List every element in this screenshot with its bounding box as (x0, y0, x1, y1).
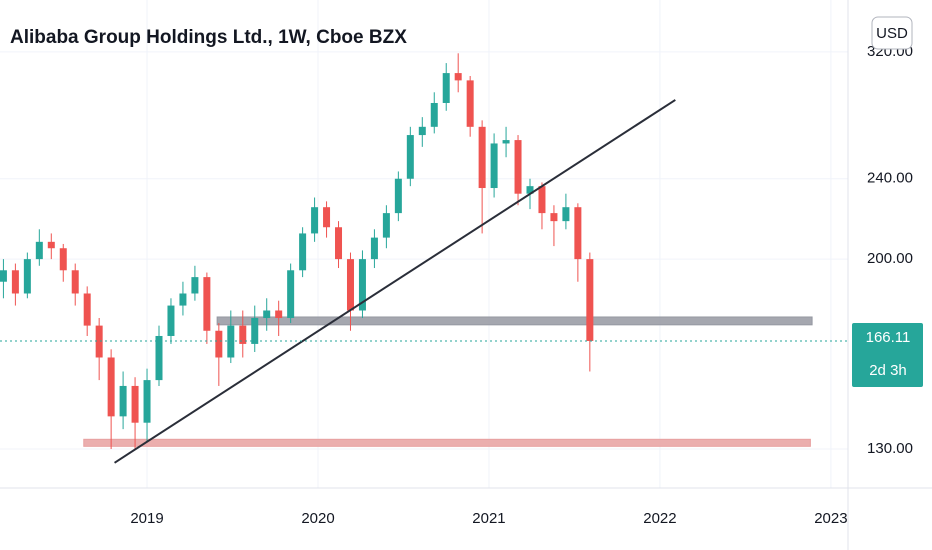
y-tick-label: 130.00 (867, 440, 913, 457)
candle-body (586, 259, 594, 341)
x-tick-label: 2020 (301, 510, 334, 527)
candle-body (418, 126, 426, 136)
candle-body (215, 330, 223, 358)
candle-body (562, 207, 570, 222)
candle-body (143, 380, 151, 423)
candle-body (227, 325, 235, 358)
currency-label[interactable]: USD (876, 25, 908, 42)
candle-body (358, 259, 366, 311)
candle-body (203, 277, 211, 331)
candle-body (442, 73, 450, 103)
candle-body (454, 73, 462, 81)
chart-title: Alibaba Group Holdings Ltd., 1W, Cboe BZ… (10, 27, 407, 48)
candle-body (299, 233, 307, 271)
x-tick-label: 2023 (814, 510, 847, 527)
candle-body (323, 207, 331, 228)
candle-body (406, 135, 414, 179)
candle-body (0, 270, 7, 282)
candle-body (275, 310, 283, 318)
plot (0, 53, 848, 464)
price-zone (83, 438, 811, 447)
y-tick-label: 240.00 (867, 170, 913, 187)
candle-body (574, 207, 582, 260)
currency-button-box[interactable] (871, 16, 913, 50)
candle-body (335, 227, 343, 260)
candle-body (490, 143, 498, 189)
candle-body (191, 277, 199, 294)
candle-body (131, 385, 139, 423)
candle-body (394, 178, 402, 214)
x-tick-label: 2022 (643, 510, 676, 527)
candle-body (251, 317, 259, 344)
countdown-label: 2d 3h (869, 362, 907, 379)
candle-body (382, 213, 390, 238)
y-tick-label: 200.00 (867, 250, 913, 267)
candle-body (538, 186, 546, 214)
candle-body (311, 207, 319, 234)
candle-body (83, 293, 91, 326)
x-tick-label: 2019 (130, 510, 163, 527)
candle-body (167, 305, 175, 336)
candle-body (370, 237, 378, 260)
candle-body (35, 241, 43, 260)
grid (0, 0, 848, 488)
candle-body (239, 325, 247, 344)
candle-body (502, 140, 510, 144)
candle-body (119, 385, 127, 417)
candle-body (11, 270, 19, 294)
candle-body (59, 248, 67, 271)
candle-body (107, 357, 115, 417)
candle-body (550, 213, 558, 222)
candle-body (478, 126, 486, 189)
x-tick-label: 2021 (472, 510, 505, 527)
candle-body (526, 186, 534, 194)
axes: 2019 2020 2021 2022 2023130.00200.00240.0032… (130, 43, 923, 527)
candle-body (514, 140, 522, 194)
candle-body (23, 259, 31, 294)
candle-body (47, 241, 55, 249)
candle-body (179, 293, 187, 306)
candle-body (346, 259, 354, 311)
candle-body (71, 270, 79, 294)
price-zone (216, 316, 813, 326)
candle-body (466, 80, 474, 127)
last-price-box (852, 322, 923, 387)
candle-body (287, 270, 295, 318)
trend-line (114, 99, 676, 464)
candle-body (430, 102, 438, 127)
candle-body (263, 310, 271, 318)
candle-body (95, 325, 103, 358)
candle-body (155, 335, 163, 381)
last-price-label: 166.11 (866, 329, 911, 346)
currency-button[interactable]: USD (871, 16, 913, 50)
